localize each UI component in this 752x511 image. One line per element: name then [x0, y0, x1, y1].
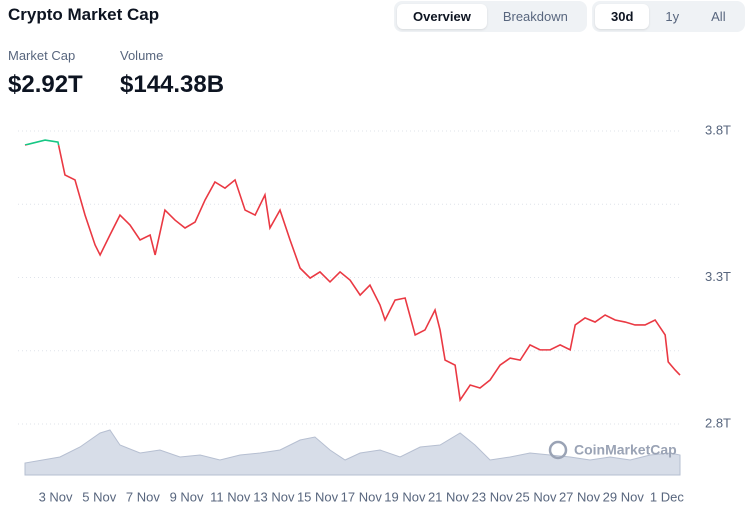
- x-tick-label: 11 Nov: [210, 489, 251, 504]
- stat: Volume $144.38B: [120, 48, 224, 99]
- range-tabs: 30d 1y All: [592, 1, 745, 32]
- x-tick-label: 7 Nov: [126, 489, 160, 504]
- page-title: Crypto Market Cap: [8, 5, 160, 24]
- watermark: CoinMarketCap: [548, 440, 677, 460]
- x-tick-label: 15 Nov: [297, 489, 339, 504]
- line: [24, 145, 681, 403]
- x-tick-label: 3 Nov: [39, 489, 73, 504]
- x-tick-label: 9 Nov: [170, 489, 204, 504]
- stat: Market Cap $2.92T: [8, 48, 83, 99]
- stat-value: $144.38B: [120, 71, 225, 98]
- watermark-text: CoinMarketCap: [574, 442, 677, 458]
- x-tick-label: 5 Nov: [82, 489, 116, 504]
- stat-value: $2.92T: [8, 71, 83, 98]
- x-tick-label: 29 Nov: [603, 489, 645, 504]
- tab[interactable]: Breakdown: [502, 9, 568, 24]
- x-tick-label: 25 Nov: [515, 489, 557, 504]
- tab[interactable]: Overview: [397, 4, 487, 29]
- x-tick-label: 13 Nov: [253, 489, 295, 504]
- line-up: [24, 139, 60, 146]
- x-tick-label: 21 Nov: [428, 489, 470, 504]
- x-tick-label: 1 Dec: [650, 489, 684, 504]
- x-tick-label: 27 Nov: [559, 489, 601, 504]
- x-tick-label: 19 Nov: [384, 489, 426, 504]
- view-tabs: Overview Breakdown: [394, 1, 587, 32]
- volume-area: [24, 429, 681, 476]
- y-tick-label: 2.8T: [705, 415, 731, 430]
- x-tick-label: 17 Nov: [341, 489, 383, 504]
- tab[interactable]: 1y: [665, 9, 680, 24]
- stat-label: Volume: [120, 48, 164, 63]
- tab[interactable]: All: [711, 9, 726, 24]
- y-tick-label: 3.3T: [705, 269, 731, 284]
- tab[interactable]: 30d: [595, 4, 650, 29]
- stat-label: Market Cap: [8, 48, 76, 63]
- y-tick-label: 3.8T: [705, 122, 731, 137]
- x-tick-label: 23 Nov: [472, 489, 514, 504]
